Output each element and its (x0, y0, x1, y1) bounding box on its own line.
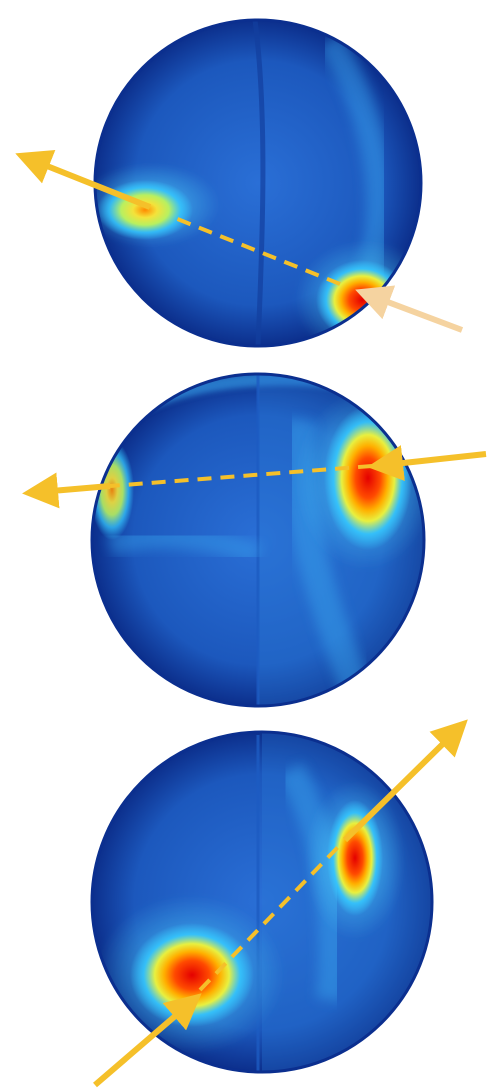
sphere-middle-arrows (22, 445, 487, 509)
sphere-middle (90, 372, 426, 708)
sphere-top-arrows (15, 149, 464, 333)
sphere-top (93, 18, 423, 348)
sphere-bottom (90, 730, 434, 1074)
sphere-bottom-arrows (93, 719, 468, 1088)
